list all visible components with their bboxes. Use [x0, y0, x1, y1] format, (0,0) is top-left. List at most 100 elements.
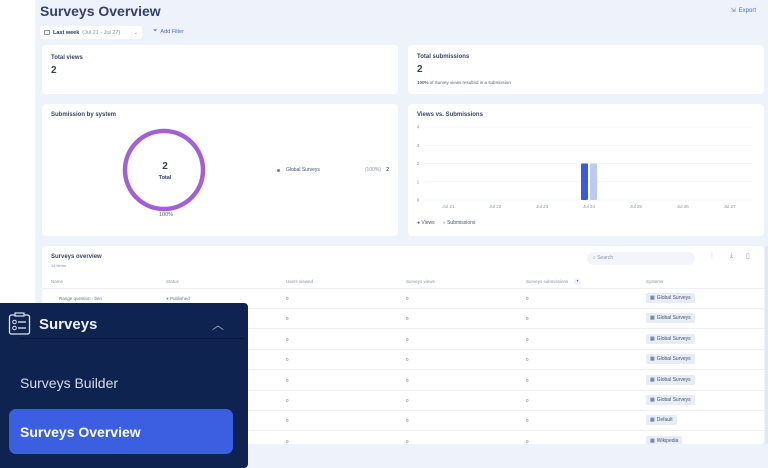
system-name: Global Surveys [656, 376, 691, 383]
system-name: Global Surveys [656, 356, 691, 363]
system-name: Global Surveys [656, 335, 691, 342]
total-submissions-value: 2 [417, 64, 423, 75]
cell-surveys-views: 0 [406, 418, 409, 424]
columns-icon[interactable]: ⫶ [711, 253, 713, 260]
table-row[interactable]: 0 0 0 ▦ Global Surveys [42, 371, 764, 391]
grid-icon: ▦ [650, 417, 655, 424]
cell-surveys-views: 0 [406, 438, 409, 444]
table-row[interactable]: 0 0 0 ▦ Global Surveys [42, 391, 764, 411]
legend-views-label: Views [421, 220, 435, 226]
system-tag: ▦ Global Surveys [646, 333, 695, 344]
system-name: Wikipedia [656, 437, 679, 444]
table-row[interactable]: 0 0 0 ▦ Global Surveys [42, 350, 764, 371]
cell-surveys-submissions: 0 [526, 398, 529, 403]
cell-surveys-submissions: 0 [526, 418, 529, 424]
system-name: Global Surveys [656, 397, 691, 403]
table-row[interactable]: 0 0 0 ▦ Wikipedia [42, 432, 764, 444]
table-count: 14 items [51, 263, 67, 268]
x-tick-label: Jul 27 [724, 204, 737, 209]
bar-views-jul-24[interactable] [581, 163, 588, 201]
legend-item-global-surveys[interactable]: Global Surveys (100%) 2 [277, 167, 389, 175]
y-tick-label: 2 [417, 161, 420, 166]
cell-surveys-views: 0 [406, 296, 409, 301]
date-range: (Jul 21 - Jul 27) [82, 29, 121, 36]
submission-by-system-card: Submission by system 2 Total 100% Global… [42, 104, 398, 236]
export-icon: ⇲ [730, 8, 736, 14]
sidebar-overlay: Surveys ︿ Surveys Builder Surveys Overvi… [0, 303, 248, 468]
add-filter-label: Add Filter [160, 28, 184, 35]
cell-users-viewed: 0 [286, 296, 289, 301]
cell-name[interactable]: Range question - ben [59, 296, 103, 301]
sidebar-item-label: Surveys Overview [20, 424, 141, 440]
sort-icon[interactable]: ▾ [574, 278, 581, 285]
x-tick-label: Jul 25 [630, 204, 643, 209]
total-views-value: 2 [51, 65, 57, 76]
cell-surveys-submissions: 0 [526, 438, 529, 444]
table-row[interactable]: 0 0 0 ▦ Global Surveys [42, 309, 764, 330]
chart-title: Views vs. Submissions [417, 112, 483, 118]
grid-icon: ▦ [650, 397, 655, 403]
cell-surveys-submissions: 0 [526, 296, 529, 301]
expand-icon[interactable]: ▯ [746, 253, 750, 260]
cell-surveys-views: 0 [406, 336, 409, 342]
sidebar-item-surveys-overview[interactable]: Surveys Overview [9, 409, 233, 454]
cell-status: Published [169, 296, 190, 301]
table-row[interactable]: 0 0 0 ▦ Global Surveys [42, 330, 764, 350]
sidebar-item-surveys-builder[interactable]: Surveys Builder [20, 375, 119, 391]
system-tag: ▦ Global Surveys [646, 395, 695, 405]
grid-icon: ▦ [650, 295, 655, 301]
date-label: Last week [53, 29, 80, 36]
card-title: Submission by system [51, 112, 117, 118]
column-header-surveys-submissions[interactable]: Surveys submissions [526, 279, 569, 284]
grid-icon: ▦ [650, 437, 655, 444]
column-header-name[interactable]: Name [51, 279, 64, 284]
table-row[interactable]: Range question - ben ● Published 0 0 0 ▦ Globa… [42, 289, 764, 309]
column-header-users-viewed[interactable]: Users viewed [286, 279, 314, 284]
scrollbar[interactable] [765, 246, 768, 444]
export-button[interactable]: ⇲ Export [730, 7, 756, 15]
chevron-up-icon[interactable]: ︿ [212, 318, 225, 332]
system-name: Global Surveys [656, 315, 691, 322]
donut-percent: 100% [158, 212, 174, 218]
y-tick-label: 0 [417, 198, 420, 203]
column-header-surveys-views[interactable]: Surveys views [406, 279, 435, 284]
sidebar-section-title[interactable]: Surveys [39, 316, 98, 333]
system-tag: ▦ Global Surveys [646, 313, 695, 324]
x-tick-label: Jul 23 [536, 204, 549, 209]
table-row[interactable]: 0 0 0 ▦ Default [42, 411, 764, 432]
views-vs-submissions-card: Views vs. Submissions 0 1 2 3 4 Jul 21 Jul 22 J… [408, 104, 764, 236]
download-icon[interactable]: ⤓ [730, 252, 734, 259]
add-filter-button[interactable]: ⏷ Add Filter [153, 28, 184, 35]
system-tag: ▦ Global Surveys [646, 354, 695, 365]
legend-pct: (100%) [364, 167, 381, 173]
export-label: Export [738, 7, 756, 14]
system-name: Global Surveys [656, 295, 691, 301]
date-range-select[interactable]: Last week (Jul 21 - Jul 27) ⌄ [40, 26, 142, 39]
column-header-status[interactable]: Status [166, 279, 179, 284]
system-tag: ▦ Global Surveys [646, 374, 695, 385]
bar-chart: 0 1 2 3 4 Jul 21 Jul 22 Jul 23 Jul 24 Jul 25 Jul 2… [417, 125, 753, 209]
bar-submissions-jul-24[interactable] [590, 163, 597, 201]
x-tick-label: Jul 21 [442, 204, 455, 209]
legend-dot [277, 169, 280, 172]
cell-users-viewed: 0 [286, 316, 289, 322]
grid-icon: ▦ [650, 356, 655, 363]
clipboard-list-icon [8, 312, 31, 335]
cell-surveys-views: 0 [406, 316, 409, 322]
submission-note: of Survey views resulted in a submission [429, 80, 511, 85]
system-tag: ▦ Default [646, 415, 677, 426]
total-views-label: Total views [51, 55, 83, 61]
legend-submissions[interactable]: ● Submissions [442, 220, 476, 226]
calendar-icon [44, 30, 50, 35]
search-input[interactable]: ⌕ Search [587, 252, 695, 265]
legend-name: Global Surveys [286, 167, 320, 173]
grid-icon: ▦ [650, 376, 655, 383]
cell-surveys-submissions: 0 [526, 336, 529, 342]
legend-views[interactable]: ● Views [417, 220, 435, 226]
donut-slice-global-surveys[interactable] [122, 128, 206, 212]
column-header-systems[interactable]: Systems [646, 279, 664, 284]
cell-surveys-submissions: 0 [526, 357, 529, 363]
page-title: Surveys Overview [40, 3, 161, 19]
cell-surveys-views: 0 [406, 377, 409, 383]
cell-surveys-submissions: 0 [526, 377, 529, 383]
